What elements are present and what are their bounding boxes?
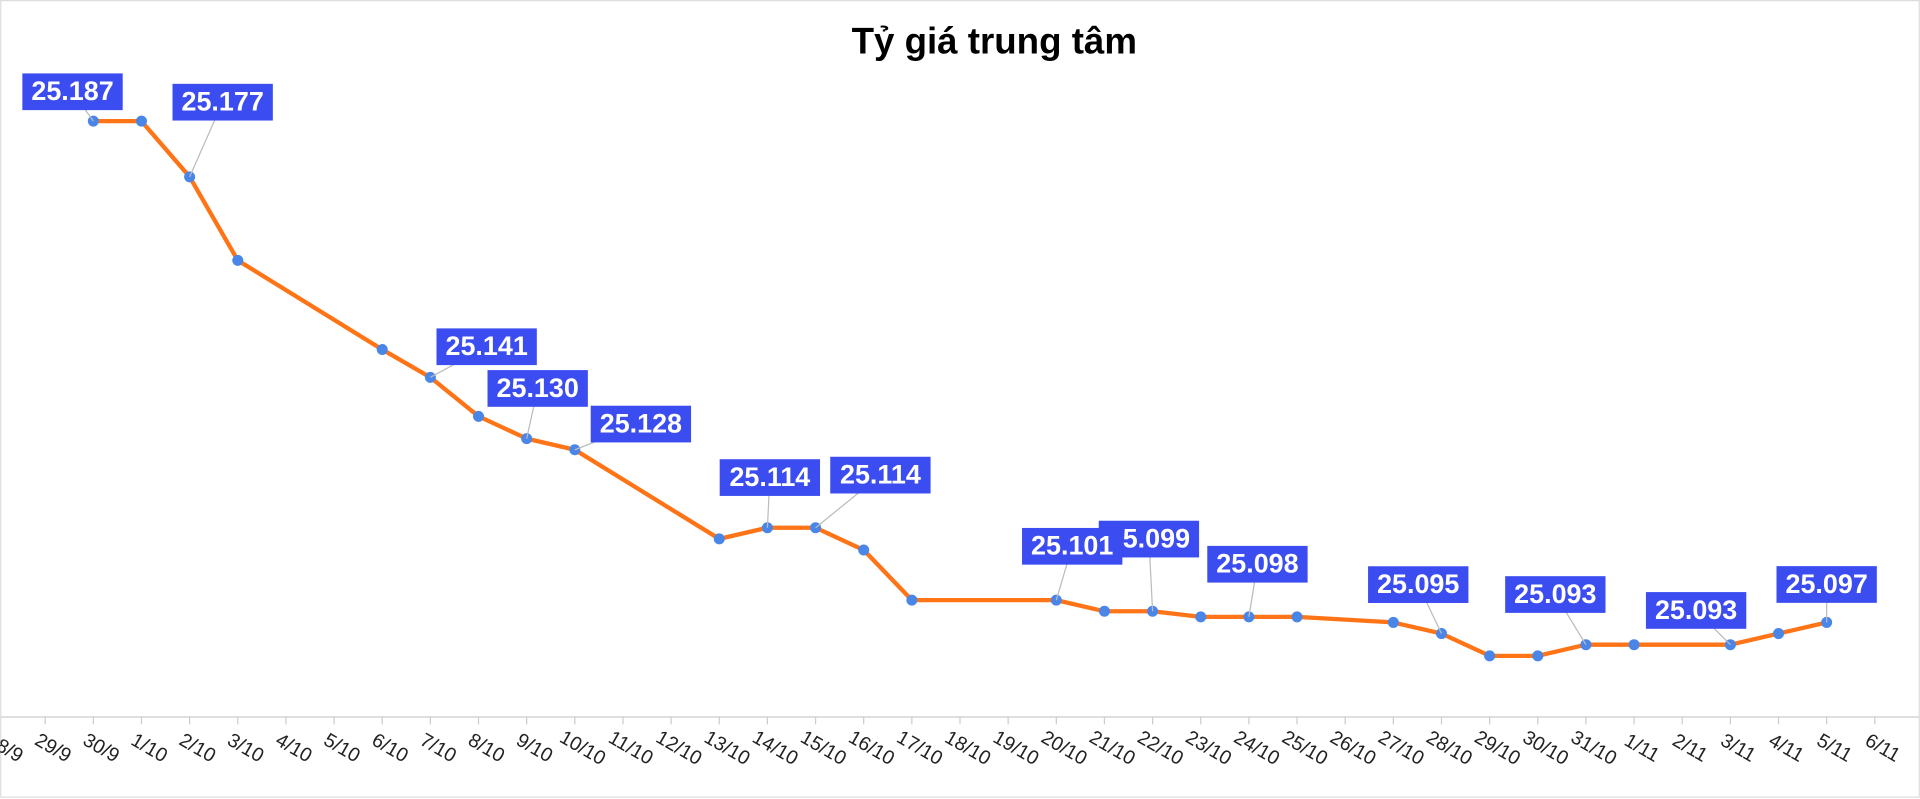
point	[713, 533, 725, 545]
point	[1821, 616, 1833, 628]
point	[1098, 605, 1110, 617]
label-box	[1207, 545, 1308, 583]
point	[521, 433, 533, 445]
label-box	[1368, 566, 1469, 603]
point	[761, 522, 773, 534]
label-box	[830, 456, 931, 494]
label-box	[436, 328, 537, 366]
point	[1773, 628, 1785, 640]
point	[1532, 650, 1544, 662]
label-box	[719, 459, 821, 496]
label-box	[1505, 576, 1606, 613]
data-label: 25.093	[1655, 595, 1737, 625]
label-box	[590, 405, 692, 443]
point	[1050, 594, 1062, 606]
label-box	[172, 83, 273, 121]
label-box	[1645, 592, 1747, 629]
data-label: 25.128	[600, 408, 682, 438]
label-box	[1022, 527, 1123, 565]
point	[906, 594, 918, 606]
data-label: 25.098	[1216, 549, 1298, 579]
data-label: 25.141	[446, 331, 528, 361]
point	[376, 343, 388, 356]
point	[1387, 616, 1399, 628]
data-label: 25.095	[1377, 569, 1459, 599]
point	[1484, 650, 1496, 662]
data-label: 25.177	[182, 87, 264, 117]
point	[135, 115, 147, 127]
data-label: 25.114	[729, 462, 810, 492]
label-box	[487, 370, 588, 407]
point	[1195, 611, 1207, 623]
label-box	[1776, 566, 1877, 603]
data-label: 25.093	[1514, 579, 1596, 609]
label-box	[22, 73, 123, 111]
point	[1628, 639, 1640, 651]
data-label: 25.187	[31, 76, 113, 106]
point	[858, 544, 870, 556]
point	[1291, 611, 1303, 623]
data-label: 25.101	[1031, 531, 1113, 561]
point	[473, 410, 485, 422]
data-label: 25.097	[1786, 569, 1868, 599]
data-label: 25.130	[497, 373, 579, 403]
point	[232, 254, 244, 266]
point	[1580, 639, 1592, 651]
point	[569, 444, 581, 456]
data-label: 25.114	[840, 459, 921, 489]
chart-title: Tỷ giá trung tâm	[852, 21, 1137, 62]
